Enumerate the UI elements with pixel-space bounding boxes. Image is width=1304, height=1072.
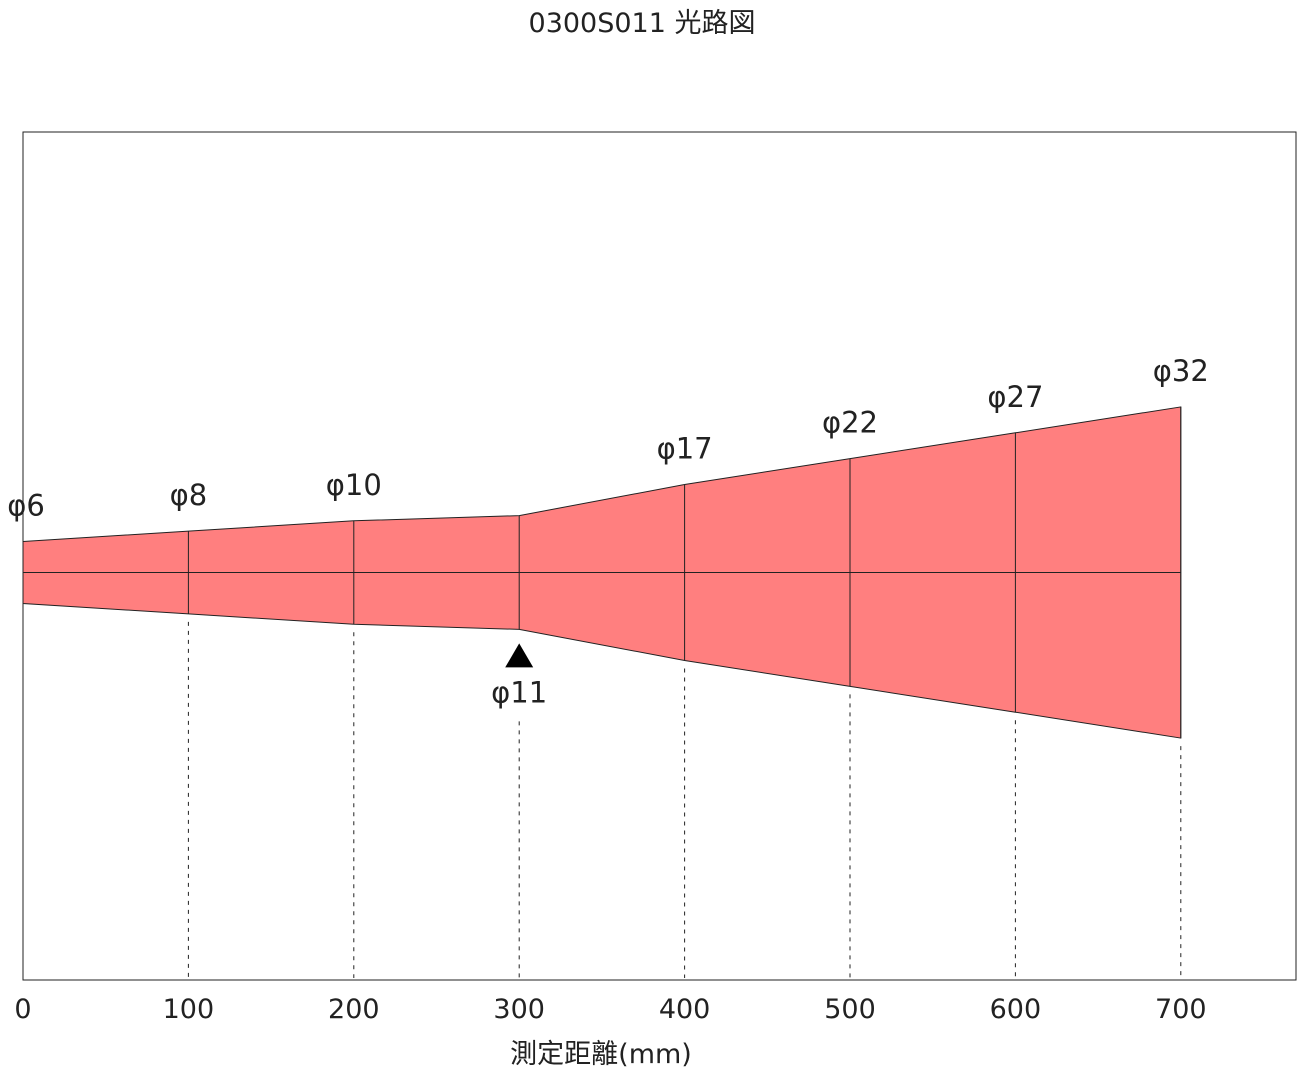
diameter-label: φ8 [170,478,208,512]
x-axis-ticks: 0 100 200 300 400 500 600 700 [14,994,1206,1025]
x-tick-label: 100 [163,994,215,1025]
x-tick-label: 400 [659,994,711,1025]
x-tick-label: 600 [990,994,1042,1025]
x-tick-label: 500 [824,994,876,1025]
x-tick-label: 300 [493,994,545,1025]
x-tick-label: 0 [14,994,31,1025]
distance-guide-lines [187,621,1182,978]
diameter-label: φ32 [1153,354,1209,388]
diameter-label: φ22 [822,406,878,440]
diameter-label: φ11 [491,675,547,709]
diagram-title: 0300S011 光路図 [529,8,756,39]
focus-marker-icon [505,643,534,668]
diameter-label: φ27 [987,380,1043,414]
beam-area [22,406,1182,739]
x-tick-label: 200 [328,994,380,1025]
x-tick-label: 700 [1155,994,1207,1025]
diameter-label: φ6 [7,488,45,522]
diameter-label: φ17 [657,432,713,466]
diameter-label: φ10 [326,468,382,502]
diameter-labels: φ6 φ8 φ10 φ11 φ17 φ22 φ27 φ32 [7,354,1209,710]
x-axis-label: 測定距離(mm) [510,1039,692,1070]
